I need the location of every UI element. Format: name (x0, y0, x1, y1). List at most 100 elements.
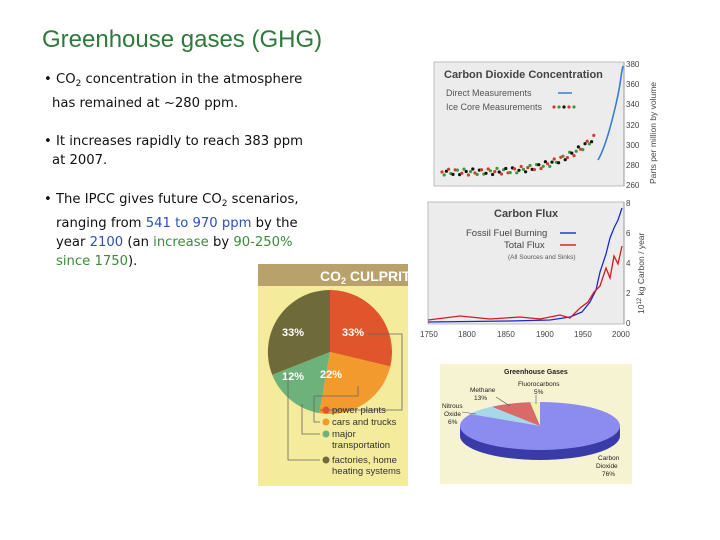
legend-transport-b: transportation (332, 440, 390, 451)
co2-ice-point (447, 167, 451, 171)
bullet-co2-increase: • It increases rapidly to reach 383 ppm … (44, 134, 303, 168)
leader-factories (287, 374, 320, 461)
bullet3-increase: increase (153, 235, 209, 250)
ghg-label-nitrous-b: Oxide (444, 411, 461, 418)
co2-ice-point (495, 166, 499, 170)
co2-ytick: 380 (626, 60, 640, 69)
legend-factories-b: heating systems (332, 466, 401, 477)
co2-ice-point (471, 167, 475, 171)
co2-ice-point (469, 170, 473, 174)
pie-label-power: 33% (342, 327, 364, 339)
bullet-co2-baseline: • CO2 concentration in the atmosphere ha… (44, 72, 303, 111)
co2-ytick: 340 (626, 100, 640, 109)
flux-ylabel-sup: 12 (637, 297, 643, 304)
co2-ice-point (488, 169, 492, 173)
co2-ice-point (491, 172, 495, 177)
co2-ice-point (532, 168, 536, 172)
bullet1-text-b: concentration in the atmosphere (81, 72, 303, 87)
co2-ice-point (546, 162, 550, 166)
bullet3-text-b: scenarios, (227, 192, 299, 207)
ghg-label-methane: Methane (470, 387, 496, 394)
co2-ice-point (576, 145, 580, 149)
culprits-title-a: CO (320, 268, 341, 284)
co2-legend-ice-dot (567, 105, 571, 109)
co2-legend-ice-swatch (552, 105, 576, 109)
co2-ice-point (537, 163, 541, 167)
bullet3-text-f: (an (123, 235, 154, 250)
co2-ytick: 320 (626, 121, 640, 130)
leader-cars (313, 386, 359, 423)
co2-ice-point (451, 172, 455, 176)
flux-legend-total: Total Flux (504, 240, 545, 251)
co2-ice-point (497, 170, 501, 174)
co2-ytick: 280 (626, 161, 640, 170)
bullet3-high: 970 ppm (192, 216, 252, 231)
legend-transport-a: major (332, 429, 356, 440)
ghg-value-co2: 76% (602, 471, 615, 478)
leader-transport (301, 404, 320, 435)
co2-legend-direct: Direct Measurements (446, 88, 532, 98)
culprits-title-b: CULPRITS (346, 268, 408, 284)
co2-culprits-figure: CO2 CULPRITS 33% 33% 12% 22% power plant… (258, 264, 408, 486)
flux-ylabel-b: kg Carbon / year (636, 232, 646, 297)
flux-ytick: 0 (626, 319, 631, 328)
ghg-label-nitrous-a: Nitrous (442, 403, 463, 410)
pie-slice-transportation (272, 352, 330, 414)
co2-ice-point (475, 172, 479, 177)
bullet3-text-d: by the (251, 216, 298, 231)
co2-ylabel: Parts per million by volume (648, 82, 658, 184)
leader-power (320, 333, 403, 411)
co2-ice-point (508, 171, 512, 175)
ghg-label-co2-a: Carbon (598, 455, 620, 462)
legend-dot-transport (322, 430, 330, 438)
bullet3-year: 2100 (89, 235, 124, 250)
co2-ice-point (548, 164, 552, 168)
ghg-slice-fluorocarbons (530, 402, 540, 426)
flux-ytick: 4 (626, 259, 631, 268)
culprits-header (258, 264, 408, 286)
co2-ice-point (504, 166, 508, 171)
flux-ylabel-a: 10 (636, 304, 646, 314)
ghg-label-co2-b: Dioxide (596, 463, 618, 470)
flux-xtick: 1900 (536, 330, 554, 339)
greenhouse-gases-pie: Greenhouse Gases Fluorocarbons 5% Methan… (440, 364, 632, 484)
bullet3-since: since 1750 (56, 254, 129, 269)
co2-ice-point (517, 168, 521, 172)
co2-ice-point (460, 171, 464, 175)
bullet3-text-a: The IPCC gives future CO (55, 192, 222, 207)
bullet3-text-h: ). (128, 254, 138, 269)
bullet3-range: 90-250% (233, 235, 293, 250)
pie-slice-factories (267, 289, 330, 375)
co2-ice-point (592, 133, 596, 137)
co2-ice-point (521, 167, 525, 171)
legend-factories-a: factories, home (332, 455, 397, 466)
flux-ytick: 6 (626, 229, 631, 238)
co2-ice-point (455, 168, 459, 172)
co2-ice-point (444, 169, 448, 173)
co2-ice-point (515, 171, 519, 175)
bullet1-sub: 2 (75, 79, 82, 89)
co2-legend-ice: Ice Core Measurements (446, 102, 543, 112)
flux-legend-note: (All Sources and Sinks) (508, 254, 576, 261)
culprits-title-sub: 2 (341, 276, 346, 286)
co2-ice-point (466, 173, 470, 177)
co2-legend-ice-dot (572, 105, 576, 109)
ghg-slice-methane (492, 402, 540, 426)
bullet3-low: 541 (145, 216, 171, 231)
co2-ice-point (499, 172, 503, 176)
flux-xtick: 1750 (420, 330, 438, 339)
ghg-value-fluoro: 5% (534, 389, 544, 396)
flux-ylabel: 1012 kg Carbon / year (636, 232, 646, 314)
flux-ytick: 2 (626, 289, 631, 298)
co2-ice-point (583, 142, 587, 146)
pie-label-factories: 33% (282, 327, 304, 339)
ghg-leader-methane (495, 396, 511, 407)
co2-ytick: 260 (626, 181, 640, 190)
legend-cars: cars and trucks (332, 417, 397, 428)
co2-ice-point (493, 170, 497, 174)
co2-ice-point (528, 163, 532, 168)
co2-ice-point (442, 173, 446, 177)
co2-ice-point (486, 167, 490, 171)
co2-ice-point (462, 167, 466, 171)
pie-label-cars: 22% (320, 369, 342, 381)
